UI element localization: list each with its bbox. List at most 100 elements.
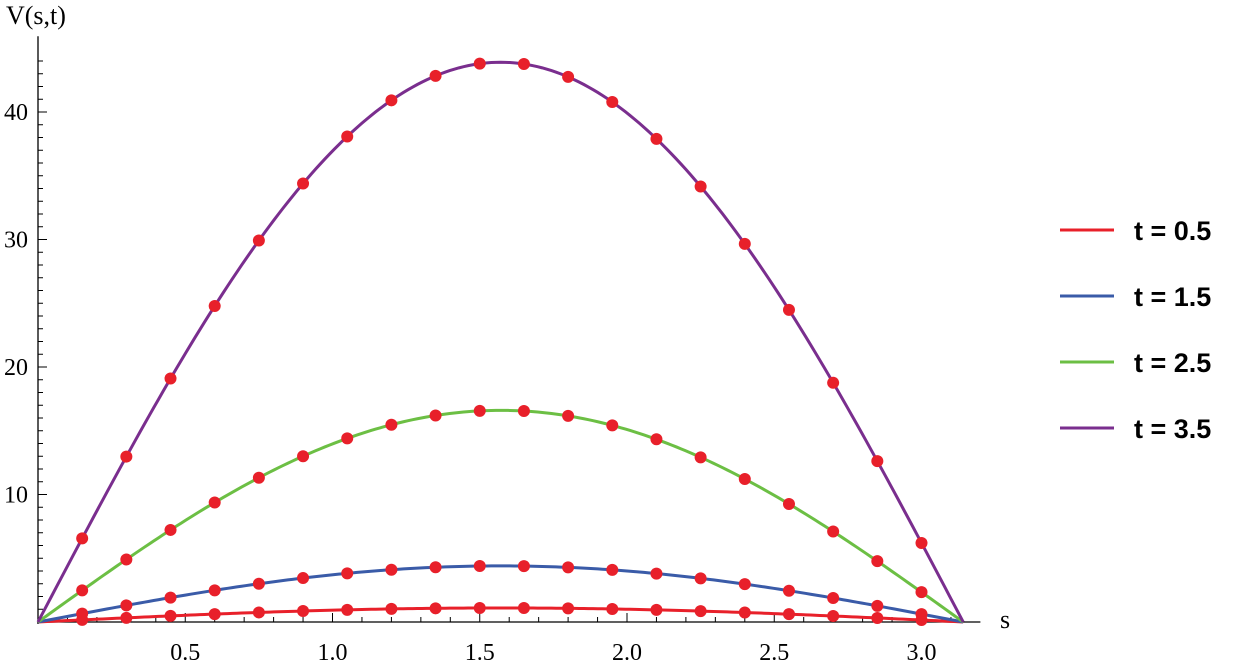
data-point	[165, 524, 177, 536]
data-point	[76, 608, 88, 620]
data-point	[341, 432, 353, 444]
data-point	[695, 572, 707, 584]
data-point	[430, 409, 442, 421]
data-point	[562, 410, 574, 422]
y-tick-label: 10	[4, 483, 28, 509]
x-tick-label: 3.0	[907, 640, 937, 664]
data-point	[385, 603, 397, 615]
data-point	[297, 605, 309, 617]
series-line-1	[38, 608, 963, 622]
data-point	[165, 610, 177, 622]
data-point	[430, 70, 442, 82]
data-point	[650, 133, 662, 145]
data-point	[209, 608, 221, 620]
data-point	[871, 612, 883, 624]
data-point	[253, 234, 265, 246]
data-point	[474, 405, 486, 417]
data-point	[871, 555, 883, 567]
data-point	[606, 96, 618, 108]
legend-label: t = 1.5	[1134, 282, 1211, 312]
data-point	[606, 419, 618, 431]
data-point	[916, 537, 928, 549]
series-line-4	[38, 62, 963, 622]
data-point	[518, 405, 530, 417]
data-point	[518, 560, 530, 572]
data-point	[165, 373, 177, 385]
data-point	[871, 600, 883, 612]
data-point	[783, 498, 795, 510]
data-point	[739, 578, 751, 590]
markers	[76, 58, 927, 626]
data-point	[120, 599, 132, 611]
data-point	[209, 496, 221, 508]
data-point	[209, 584, 221, 596]
data-point	[120, 612, 132, 624]
data-point	[474, 602, 486, 614]
x-tick-label: 2.5	[759, 640, 789, 664]
x-tick-label: 0.5	[170, 640, 200, 664]
data-point	[518, 58, 530, 70]
data-point	[562, 561, 574, 573]
data-point	[385, 564, 397, 576]
data-point	[650, 433, 662, 445]
data-point	[695, 451, 707, 463]
y-tick-label: 40	[4, 100, 28, 126]
data-point	[695, 605, 707, 617]
data-point	[341, 567, 353, 579]
data-point	[297, 450, 309, 462]
y-tick-label: 20	[4, 355, 28, 381]
data-point	[120, 553, 132, 565]
data-point	[606, 564, 618, 576]
legend-label: t = 2.5	[1134, 348, 1211, 378]
data-point	[253, 606, 265, 618]
series-line-2	[38, 566, 963, 622]
data-point	[827, 592, 839, 604]
data-point	[916, 608, 928, 620]
data-point	[916, 586, 928, 598]
data-point	[385, 419, 397, 431]
data-point	[562, 602, 574, 614]
x-tick-label: 1.0	[318, 640, 348, 664]
data-point	[76, 532, 88, 544]
x-axis-label: s	[1000, 605, 1010, 634]
data-point	[695, 180, 707, 192]
data-point	[739, 473, 751, 485]
data-point	[871, 455, 883, 467]
data-point	[253, 578, 265, 590]
data-point	[562, 71, 574, 83]
data-point	[783, 304, 795, 316]
data-point	[650, 568, 662, 580]
legend-label: t = 0.5	[1134, 216, 1211, 246]
data-point	[827, 610, 839, 622]
y-tick-label: 30	[4, 228, 28, 254]
data-point	[385, 94, 397, 106]
data-point	[827, 377, 839, 389]
data-point	[783, 608, 795, 620]
data-point	[827, 526, 839, 538]
data-point	[430, 561, 442, 573]
data-point	[209, 300, 221, 312]
data-point	[253, 472, 265, 484]
data-point	[606, 603, 618, 615]
x-tick-label: 2.0	[612, 640, 642, 664]
data-point	[297, 178, 309, 190]
data-point	[474, 58, 486, 70]
data-point	[430, 602, 442, 614]
data-point	[76, 584, 88, 596]
data-point	[474, 560, 486, 572]
x-tick-label: 1.5	[465, 640, 495, 664]
data-point	[165, 592, 177, 604]
data-point	[341, 130, 353, 142]
y-axis-label: V(s,t)	[6, 1, 66, 30]
data-point	[739, 607, 751, 619]
data-point	[120, 451, 132, 463]
data-point	[297, 572, 309, 584]
data-point	[650, 604, 662, 616]
legend-label: t = 3.5	[1134, 414, 1211, 444]
series-lines	[38, 62, 963, 622]
data-point	[518, 602, 530, 614]
legend: t = 0.5 t = 1.5 t = 2.5 t = 3.5	[1060, 216, 1211, 444]
data-point	[341, 604, 353, 616]
series-line-3	[38, 410, 963, 622]
